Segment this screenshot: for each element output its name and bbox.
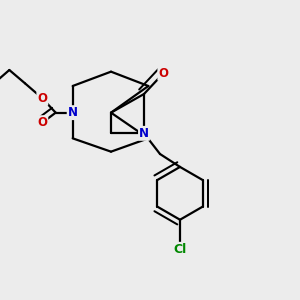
Text: O: O [158,67,168,80]
Text: N: N [139,127,149,140]
Text: O: O [37,92,47,105]
Text: O: O [37,116,47,129]
Text: Cl: Cl [173,243,187,256]
Text: N: N [68,106,78,119]
